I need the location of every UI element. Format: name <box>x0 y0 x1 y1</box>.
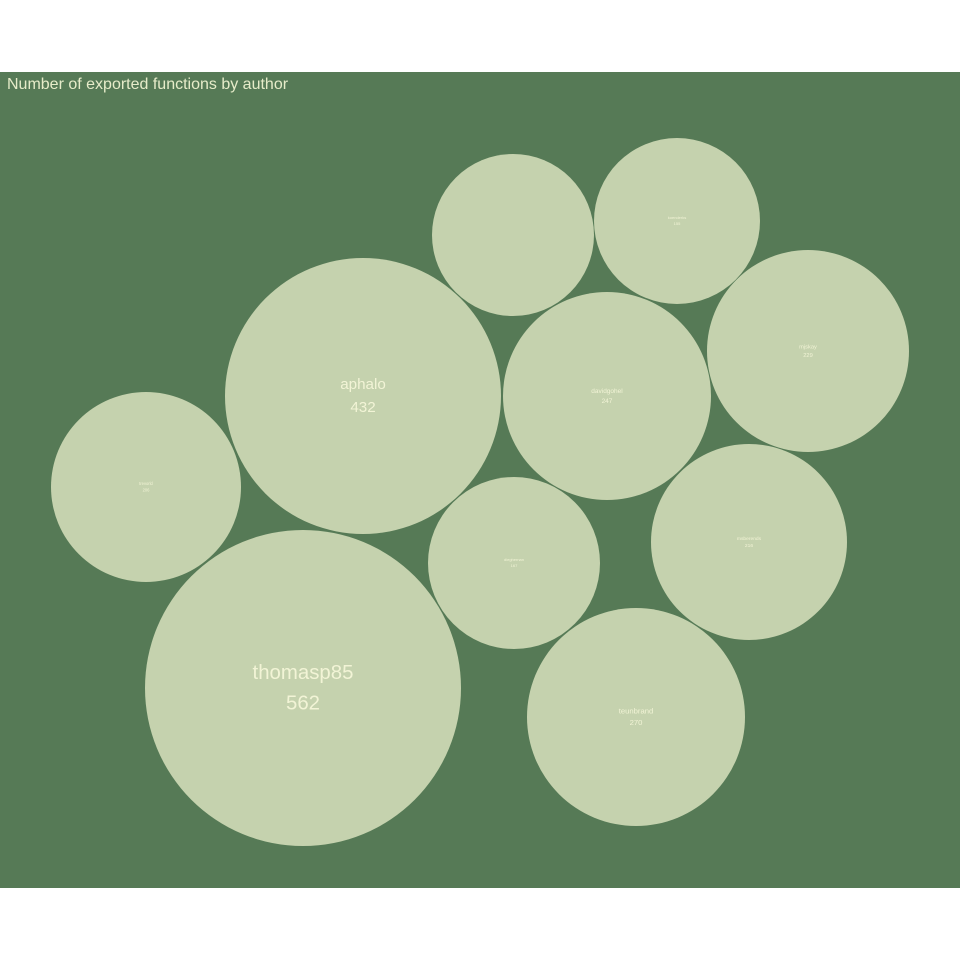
bubble-name-label: trevorld <box>139 481 153 486</box>
bubble-circle-koenderks <box>594 138 760 304</box>
bubble-name-label: davidgohel <box>591 388 623 395</box>
bubble-name-label: teunbrand <box>619 707 654 716</box>
bubble-value-label: 206 <box>143 487 151 492</box>
bubble-teunbrand: teunbrand 270 <box>527 608 745 826</box>
bubble-circle-thomasp85 <box>145 530 461 846</box>
bubble-davidgohel: davidgohel 247 <box>503 292 711 500</box>
bubble-circle-mjskay <box>707 250 909 452</box>
bubble-circle-dieghernan <box>428 477 600 649</box>
bubble-value-label: 432 <box>350 399 375 416</box>
bubble-name-label: thomasp85 <box>253 662 354 684</box>
chart-title: Number of exported functions by author <box>7 76 289 93</box>
bubble-value-label: 216 <box>745 543 753 549</box>
bubble-circle-msberends <box>651 444 847 640</box>
bubble-thomasp85: thomasp85 562 <box>145 530 461 846</box>
bubble-circle-trevorld <box>51 392 241 582</box>
bubble-name-label: msberends <box>737 536 762 542</box>
bubble-mjskay: mjskay 229 <box>707 250 909 452</box>
bubble-value-label: 270 <box>630 718 643 727</box>
bubble-circle-davidgohel <box>503 292 711 500</box>
bubble-circle-bubble-9 <box>432 154 594 316</box>
bubble-value-label: 155 <box>674 221 681 226</box>
bubble-value-label: 562 <box>286 692 320 714</box>
bubble-name-label: koenderks <box>668 215 686 220</box>
bubble-value-label: 247 <box>602 398 613 405</box>
bubble-bubble-9 <box>432 154 594 316</box>
bubble-circle-teunbrand <box>527 608 745 826</box>
bubble-name-label: aphalo <box>340 376 386 393</box>
bubble-name-label: dieghernan <box>504 557 524 562</box>
bubble-aphalo: aphalo 432 <box>225 258 501 534</box>
bubble-circle-aphalo <box>225 258 501 534</box>
bubble-value-label: 167 <box>511 563 518 568</box>
bubble-name-label: mjskay <box>799 344 817 350</box>
bubble-value-label: 229 <box>803 353 813 359</box>
